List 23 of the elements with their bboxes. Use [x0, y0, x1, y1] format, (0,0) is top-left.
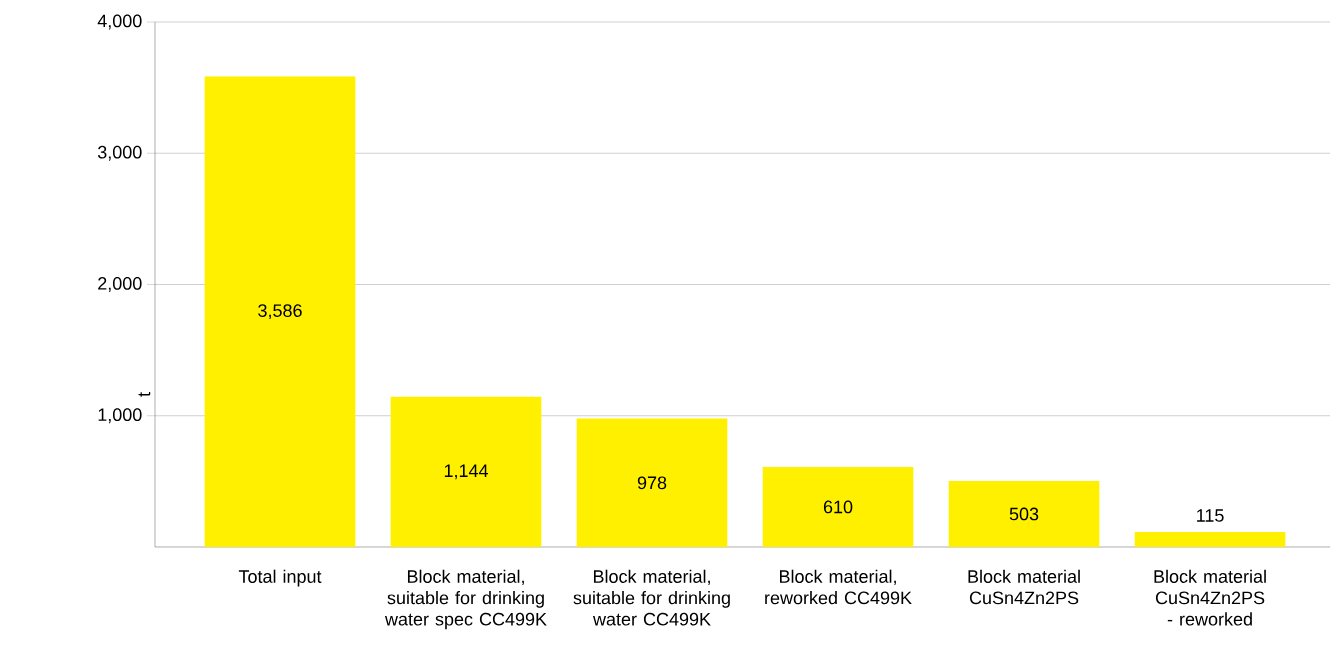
- data-label: 610: [823, 500, 853, 514]
- bar: [204, 76, 356, 547]
- x-tick-label: Block material CuSn4Zn2PS - reworked: [1154, 569, 1266, 626]
- x-tick-label: Block material, reworked CC499K: [765, 569, 912, 605]
- x-tick-label: Total input: [238, 569, 322, 587]
- data-label: 115: [1197, 509, 1224, 522]
- x-tick-label: Block material, suitable for drinking water CC499K: [573, 569, 730, 626]
- x-tick-label: Block material, suitable for drinking water spec CC499K: [384, 569, 547, 630]
- bar: [762, 466, 914, 547]
- y-tick-label: 1,000: [98, 408, 142, 424]
- data-label: 1,144: [444, 464, 489, 480]
- bar: [1134, 531, 1286, 547]
- data-label: 978: [637, 476, 667, 490]
- y-tick-label: 3,000: [97, 145, 142, 161]
- x-tick-label: Block material CuSn4Zn2PS: [968, 569, 1080, 605]
- bar: [948, 480, 1100, 547]
- y-tick-label: 4,000: [97, 14, 142, 30]
- bar: [390, 396, 542, 547]
- data-label: 3,586: [258, 304, 302, 320]
- y-axis-title: t: [138, 392, 151, 397]
- data-label: 503: [1009, 507, 1039, 521]
- y-tick-label: 2,000: [98, 277, 142, 292]
- bar: [576, 418, 728, 547]
